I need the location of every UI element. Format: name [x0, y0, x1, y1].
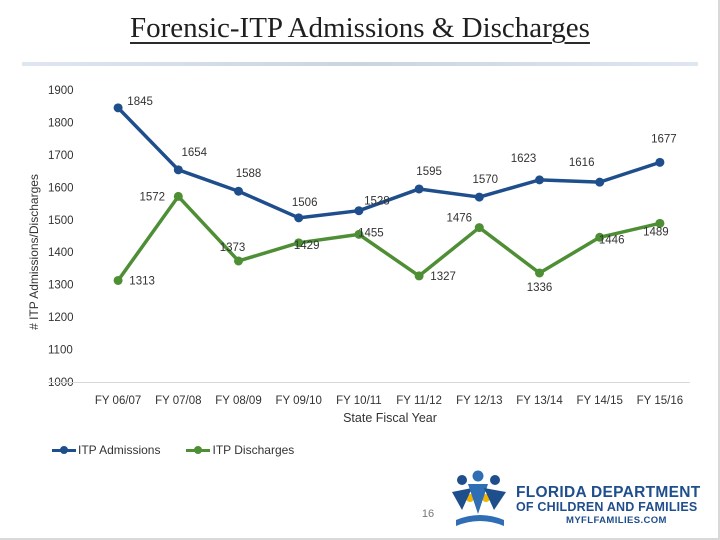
series-line-admissions — [116, 106, 661, 220]
data-point-admissions — [234, 186, 243, 196]
x-tick-label: FY 14/15 — [576, 395, 622, 407]
dcf-logo: FLORIDA DEPARTMENT OF CHILDREN AND FAMIL… — [448, 470, 704, 530]
x-tick-label: FY 15/16 — [637, 395, 683, 407]
title-divider — [22, 62, 698, 66]
data-point-discharges — [354, 229, 364, 239]
data-point-discharges — [113, 275, 123, 285]
legend-item-admissions[interactable]: ITP Admissions — [52, 443, 160, 457]
line-chart: 1000110012001300140015001600170018001900… — [27, 85, 690, 425]
x-tick-label: FY 11/12 — [396, 395, 442, 407]
data-label-discharges: 1489 — [643, 226, 669, 238]
y-tick-label: 1600 — [48, 182, 74, 194]
legend-label-discharges: ITP Discharges — [212, 443, 295, 457]
data-point-discharges — [414, 271, 424, 281]
legend-label-admissions: ITP Admissions — [78, 443, 161, 457]
data-label-admissions: 1654 — [182, 147, 208, 159]
x-tick-label: FY 07/08 — [155, 395, 201, 407]
y-tick-label: 1300 — [48, 280, 74, 292]
legend-item-discharges[interactable]: ITP Discharges — [186, 443, 294, 457]
data-label-admissions: 1845 — [127, 96, 153, 108]
y-tick-label: 1400 — [48, 247, 74, 259]
legend-swatch-admissions — [52, 445, 76, 455]
y-tick-label: 1500 — [48, 215, 74, 227]
data-label-admissions: 1677 — [651, 133, 677, 145]
data-point-discharges — [655, 218, 665, 228]
data-point-admissions — [113, 103, 123, 113]
data-label-admissions: 1588 — [236, 168, 262, 180]
data-point-admissions — [294, 213, 304, 223]
data-point-admissions — [414, 184, 424, 194]
x-tick-label: FY 09/10 — [275, 395, 321, 407]
data-label-discharges: 1455 — [358, 227, 384, 239]
x-axis-title: State Fiscal Year — [343, 411, 437, 425]
y-axis-title: # ITP Admissions/Discharges — [27, 174, 41, 330]
x-tick-label: FY 10/11 — [336, 395, 382, 407]
data-point-discharges — [474, 223, 484, 233]
y-tick-label: 1200 — [48, 312, 74, 324]
data-point-admissions — [173, 165, 183, 175]
data-label-admissions: 1616 — [569, 157, 595, 169]
data-point-discharges — [535, 268, 544, 278]
data-point-discharges — [173, 191, 183, 201]
x-tick-label: FY 06/07 — [95, 395, 141, 407]
x-tick-label: FY 08/09 — [215, 395, 261, 407]
data-label-discharges: 1336 — [527, 282, 553, 294]
data-label-discharges: 1373 — [220, 242, 246, 254]
data-label-discharges: 1327 — [430, 271, 456, 283]
logo-url: MYFLFAMILIES.COM — [566, 515, 667, 526]
data-label-admissions: 1595 — [416, 166, 442, 178]
chart-legend: ITP Admissions ITP Discharges — [52, 440, 320, 460]
data-label-admissions: 1623 — [511, 153, 537, 165]
data-point-admissions — [354, 206, 364, 216]
data-label-admissions: 1528 — [364, 196, 390, 208]
y-tick-label: 1100 — [48, 345, 73, 357]
series-line-discharges — [116, 194, 661, 282]
y-tick-label: 1700 — [48, 150, 74, 162]
family-figures-icon — [452, 470, 506, 526]
data-label-admissions: 1506 — [292, 197, 318, 209]
legend-swatch-discharges — [186, 445, 211, 455]
data-point-discharges — [595, 232, 605, 242]
data-label-discharges: 1572 — [140, 191, 166, 203]
data-point-discharges — [294, 238, 304, 248]
data-label-discharges: 1429 — [294, 240, 320, 252]
data-label-discharges: 1446 — [599, 234, 625, 246]
x-tick-label: FY 13/14 — [516, 395, 563, 407]
data-label-discharges: 1313 — [129, 275, 155, 287]
y-tick-label: 1900 — [48, 85, 74, 97]
data-label-discharges: 1476 — [447, 213, 473, 225]
data-point-admissions — [474, 192, 484, 202]
y-tick-label: 1800 — [48, 117, 74, 129]
data-point-admissions — [655, 157, 665, 167]
page-number: 16 — [421, 508, 435, 520]
logo-text-line1: FLORIDA DEPARTMENT — [516, 484, 701, 501]
x-tick-label: FY 12/13 — [456, 395, 502, 407]
data-point-discharges — [234, 256, 243, 266]
logo-text-line2: OF CHILDREN AND FAMILIES — [516, 500, 698, 514]
data-point-admissions — [535, 175, 544, 185]
data-point-admissions — [595, 177, 605, 187]
data-label-admissions: 1570 — [473, 174, 499, 186]
slide-title: Forensic-ITP Admissions & Discharges — [130, 12, 590, 44]
